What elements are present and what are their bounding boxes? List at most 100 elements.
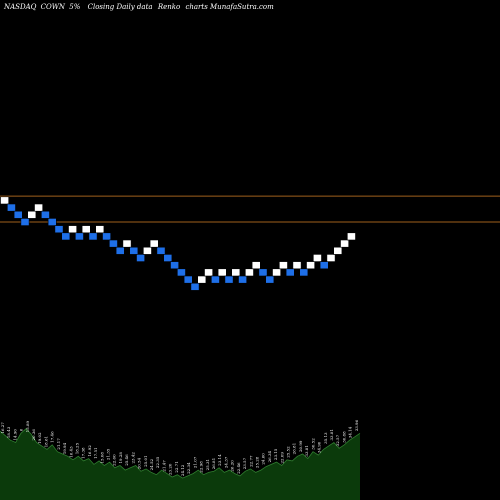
volume-label: 25.31 [205,459,210,470]
volume-label: 18.25 [75,442,80,454]
up-brick [197,275,207,284]
up-brick [27,210,37,219]
down-brick [7,203,16,212]
volume-label: 24.37 [223,456,228,468]
down-brick [20,218,30,226]
down-brick [88,232,98,241]
renko-bricks [0,196,356,291]
down-brick [75,232,84,241]
volume-label: 26.81 [292,443,297,454]
volume-label: 35.13 [323,432,328,444]
change-label: 5% [69,3,80,11]
volume-label: 34.14 [348,426,353,438]
up-brick [143,246,152,255]
volume-label: 22.35 [155,456,160,468]
volume-label: 21.07 [192,456,197,468]
volume-label: 16.92 [87,445,92,457]
volume-label: 15.89 [25,420,30,432]
up-brick [231,268,241,277]
volume-label: 26.81 [211,458,216,469]
up-brick [278,261,288,270]
up-brick [346,232,356,241]
down-brick [319,261,329,270]
volume-label: 22.98 [199,461,204,473]
up-brick [68,225,77,234]
down-brick [170,261,179,270]
down-brick [47,218,57,226]
down-brick [224,275,234,284]
volume-label: 34.90 [317,441,322,453]
up-brick [122,239,132,248]
down-brick [265,275,275,284]
volume-label: 25.46 [124,454,129,466]
volume-label: 14.90 [12,429,17,441]
volume-label: 23.42 [130,452,135,464]
up-brick [326,254,336,262]
watermark-label: charts MunafaSutra.com [185,3,274,11]
up-brick [0,196,9,205]
volume-label: 30.88 [341,431,346,443]
up-brick [204,268,213,277]
volume-label: 16.27 [0,422,5,434]
volume-label: 25.52 [286,446,291,458]
down-brick [136,254,145,262]
down-brick [102,232,111,241]
down-brick [109,239,118,248]
volume-label: 6 [19,428,24,431]
volume-label: 32.57 [335,434,340,446]
up-brick [272,268,281,277]
volume-label: 20.54 [137,457,142,469]
volume-label: 26.20 [230,460,235,472]
description-label: Closing Daily data [88,3,153,11]
chart-header: NASDAQ COWN 5% Closing Daily data Renko … [3,3,274,11]
up-brick [149,239,159,248]
volume-label: 30.52 [310,438,315,450]
down-brick [190,282,200,291]
up-brick [306,261,315,270]
down-brick [177,268,186,277]
up-brick [245,268,254,277]
volume-label: 26.34 [267,450,272,462]
volume-label: 19.94 [62,442,67,454]
volume-label: 17.46 [50,431,55,443]
volume-label: 21.35 [106,448,111,460]
volume-label: 21.47 [161,460,166,472]
down-brick [129,246,139,255]
volume-label: 25.01 [143,455,148,466]
volume-label: 22.46 [236,462,241,474]
down-brick [54,225,64,234]
volume-label: 22.34 [186,462,191,474]
volume-label: 17.51 [93,447,98,458]
symbol-label: COWN [41,3,66,11]
exchange-label: NASDAQ [3,3,37,11]
volume-label: 19.28 [118,452,123,464]
volume-label: 20.36 [31,429,36,441]
volume-line [0,428,361,479]
volume-label: 33.96 [354,419,359,431]
volume-label: 24.12 [180,464,185,476]
up-brick [333,246,343,255]
volume-label: 18.43 [6,426,11,438]
volume-label: 24.52 [149,458,154,470]
down-brick [163,254,173,262]
volume-area [0,428,360,500]
up-brick [34,203,43,212]
down-brick [156,246,166,255]
volume-label: 19.02 [37,432,42,444]
volume-label: 16.43 [68,446,73,458]
down-brick [115,246,125,255]
down-brick [238,275,247,284]
up-brick [292,261,302,270]
up-brick [340,239,349,248]
volume-label: 23.20 [168,463,173,475]
volume-label: 25.28 [255,456,260,468]
volume-label: 33.81 [329,429,334,440]
down-brick [299,268,309,277]
up-brick [312,254,322,262]
reference-lines [0,195,500,223]
down-brick [61,232,71,241]
up-brick [217,268,227,277]
